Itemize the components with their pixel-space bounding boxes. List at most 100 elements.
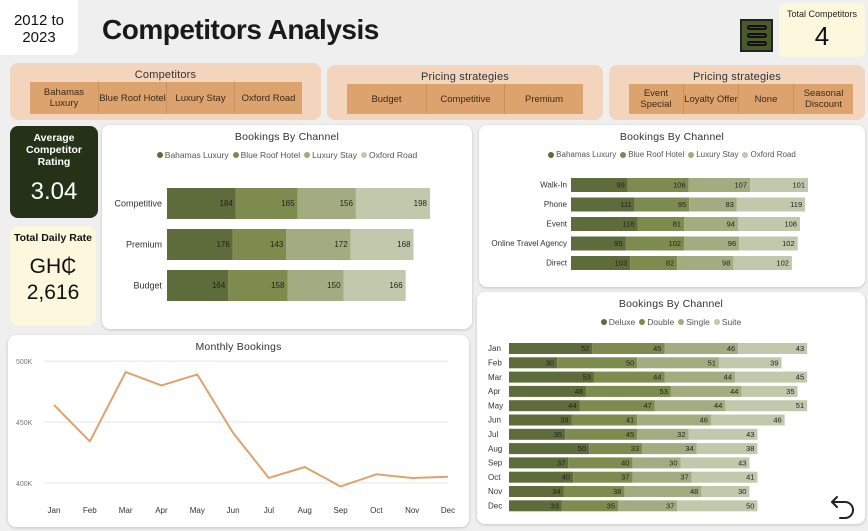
bar-segment-single <box>637 357 719 369</box>
data-label: 37 <box>666 501 674 510</box>
legend-item-bahamas-luxury[interactable]: Bahamas Luxury <box>156 150 229 160</box>
data-label: 166 <box>389 281 403 290</box>
data-label: 35 <box>607 501 615 510</box>
chart-legend: Bahamas Luxury Blue Roof Hotel Luxury Stay… <box>102 150 472 160</box>
slicer-option-loyalty-offer[interactable]: Loyalty Offer <box>684 84 739 114</box>
legend-item-single[interactable]: Single <box>678 317 710 327</box>
bar-segment-deluxe <box>509 385 586 397</box>
legend-item-suite[interactable]: Suite <box>713 317 742 327</box>
category-label-mar: Mar <box>488 373 502 382</box>
data-label: 108 <box>784 220 797 229</box>
slicer-option-seasonal-discount[interactable]: Seasonal Discount <box>794 84 853 114</box>
bar-segment-single <box>670 385 742 397</box>
bar-segment-double <box>565 428 638 440</box>
daily-rate-card: Total Daily Rate GH₵ 2,616 <box>10 226 96 326</box>
data-label: 103 <box>615 259 628 268</box>
bar-segment-bahamas-luxury <box>571 178 628 192</box>
bar-segment-double <box>557 357 638 369</box>
data-label: 48 <box>690 487 698 496</box>
legend-item-oxford-road[interactable]: Oxford Road <box>742 150 796 159</box>
data-label: 33 <box>551 501 559 510</box>
bar-segment-luxury-stay <box>287 270 344 301</box>
bar-segment-single <box>664 343 739 354</box>
bar-segment-single <box>632 471 692 483</box>
x-tick-label-oct: Oct <box>370 506 383 515</box>
chart-legend: Bahamas Luxury Blue Roof Hotel Luxury Stay… <box>479 150 865 159</box>
data-label: 156 <box>340 199 354 208</box>
monthly-bookings-chart: 400K 450K 500K Jan Feb Mar Apr May Jun Jul Aug Sep O… <box>16 359 455 515</box>
category-label-direct: Direct <box>546 259 568 268</box>
legend-item-double[interactable]: Double <box>639 317 674 327</box>
data-label: 98 <box>722 259 730 268</box>
data-label: 158 <box>271 281 285 290</box>
slicer-option-budget[interactable]: Budget <box>347 84 427 114</box>
total-competitors-value: 4 <box>814 21 830 51</box>
data-label: 46 <box>727 344 735 353</box>
data-label: 95 <box>614 239 622 248</box>
legend-item-blue-roof-hotel[interactable]: Blue Roof Hotel <box>232 150 300 160</box>
back-arrow-icon[interactable] <box>828 490 858 520</box>
y-tick-label: 400K <box>16 481 33 488</box>
bar-segment-double <box>568 457 633 469</box>
legend-item-oxford-road[interactable]: Oxford Road <box>361 150 417 160</box>
slicer-option-luxury-stay[interactable]: Luxury Stay <box>167 82 235 114</box>
slicer-option-blue-roof-hotel[interactable]: Blue Roof Hotel <box>99 82 167 114</box>
x-tick-label-apr: Apr <box>155 506 168 515</box>
data-label: 51 <box>796 401 804 410</box>
line-series-monthly-bookings <box>53 371 449 488</box>
bar-segment-bahamas-luxury <box>167 188 236 219</box>
bar-segment-deluxe <box>509 486 564 497</box>
y-tick-label: 500K <box>16 359 33 366</box>
data-label: 30 <box>669 458 677 467</box>
category-label-jan: Jan <box>488 344 501 353</box>
category-label-nov: Nov <box>488 487 502 496</box>
menu-button[interactable] <box>740 19 773 52</box>
data-label: 106 <box>673 181 686 190</box>
legend-item-luxury-stay[interactable]: Luxury Stay <box>304 150 357 160</box>
data-label: 41 <box>746 473 754 482</box>
data-label: 45 <box>653 344 661 353</box>
slicer-option-event-special[interactable]: Event Special <box>629 84 684 114</box>
data-label: 50 <box>578 444 586 453</box>
bar-segment-deluxe <box>509 371 594 383</box>
data-label: 45 <box>796 373 804 382</box>
category-label-aug: Aug <box>488 444 502 453</box>
slicer-option-oxford-road[interactable]: Oxford Road <box>235 82 302 114</box>
x-tick-label-jun: Jun <box>227 506 240 515</box>
bar-segment-blue-roof-hotel <box>235 188 298 219</box>
bar-segment-single <box>632 457 681 469</box>
chart-legend: Deluxe Double Single Suite <box>477 317 865 327</box>
legend-item-bahamas-luxury[interactable]: Bahamas Luxury <box>548 150 616 159</box>
daily-rate-currency: GH₵ <box>29 255 77 278</box>
legend-item-luxury-stay[interactable]: Luxury Stay <box>688 150 738 159</box>
legend-item-deluxe[interactable]: Deluxe <box>600 317 635 327</box>
bar-segment-single <box>642 443 697 455</box>
legend-label: Suite <box>721 317 742 327</box>
bar-segment-blue-roof-hotel <box>625 236 685 251</box>
data-label: 50 <box>746 501 754 510</box>
data-label: 32 <box>677 430 685 439</box>
data-label: 165 <box>281 199 295 208</box>
menu-icon-bar <box>746 25 767 30</box>
data-label: 96 <box>728 239 736 248</box>
data-label: 82 <box>666 259 674 268</box>
legend-item-blue-roof-hotel[interactable]: Blue Roof Hotel <box>620 150 684 159</box>
bookings-by-channel-chart: Walk-In 99 106 107 101 Phone 111 95 83 119 Event 11… <box>491 178 808 270</box>
x-tick-label-feb: Feb <box>83 506 97 515</box>
bar-segment-deluxe <box>509 471 574 483</box>
legend-label: Luxury Stay <box>312 150 358 160</box>
bar-segment-suite <box>677 500 758 512</box>
slicer-option-bahamas-luxury[interactable]: Bahamas Luxury <box>30 82 99 114</box>
slicer-option-premium[interactable]: Premium <box>505 84 583 114</box>
legend-label: Double <box>647 317 675 327</box>
bar-segment-blue-roof-hotel <box>634 197 690 212</box>
slicer-option-none[interactable]: None <box>739 84 794 114</box>
category-label-apr: Apr <box>488 387 501 396</box>
data-label: 116 <box>623 220 635 229</box>
data-label: 35 <box>554 430 562 439</box>
x-tick-label-jul: Jul <box>264 506 274 515</box>
bar-segment-blue-roof-hotel <box>228 270 288 301</box>
daily-rate-label: Total Daily Rate <box>14 232 92 244</box>
bar-segment-blue-roof-hotel <box>232 229 287 260</box>
slicer-option-competitive[interactable]: Competitive <box>427 84 505 114</box>
